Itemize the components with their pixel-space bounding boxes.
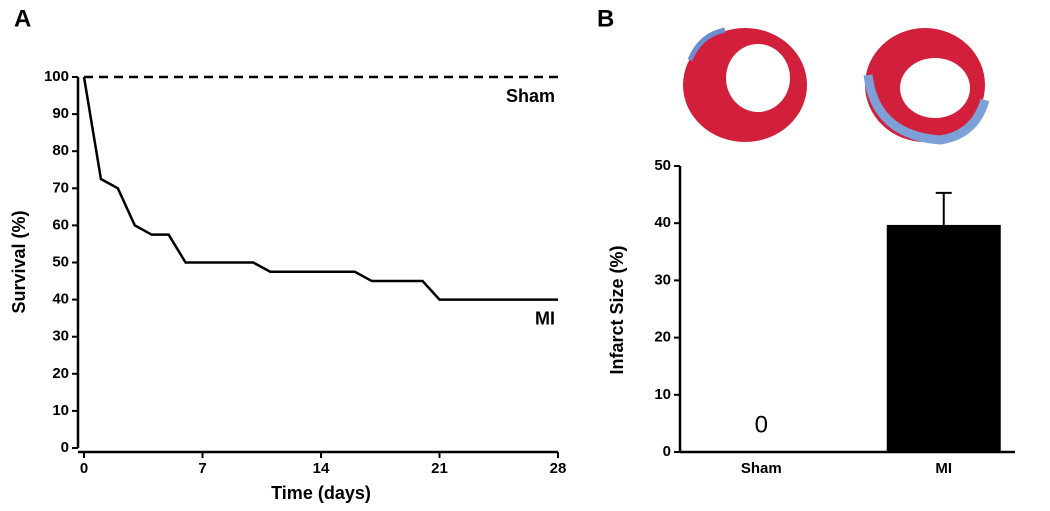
x-tick-label: MI (935, 460, 952, 477)
y-tick-label: 90 (52, 105, 69, 122)
x-tick-label: 7 (198, 460, 206, 477)
value-label: 0 (755, 411, 768, 438)
x-tick-label: 28 (550, 460, 567, 477)
y-tick-label: 30 (52, 328, 69, 345)
y-tick-label: 20 (654, 329, 671, 346)
y-axis-label: Survival (%) (9, 210, 29, 313)
y-tick-label: 40 (52, 291, 69, 308)
y-tick-label: 80 (52, 142, 69, 159)
y-tick-label: 30 (654, 271, 671, 288)
panel-label: B (597, 5, 614, 32)
y-tick-label: 10 (654, 386, 671, 403)
heart-section-image (683, 27, 807, 142)
survival-line (82, 76, 558, 301)
y-tick-label: 100 (44, 68, 69, 85)
y-tick-label: 40 (654, 214, 671, 231)
panel-label: A (14, 5, 31, 32)
y-tick-label: 70 (52, 179, 69, 196)
y-axis-label: Infarct Size (%) (607, 245, 627, 374)
x-tick-label: 0 (80, 460, 88, 477)
error-bar (935, 191, 952, 225)
y-tick-label: 0 (61, 439, 69, 456)
y-tick-label: 50 (52, 253, 69, 270)
bar (886, 224, 1001, 452)
y-tick-label: 0 (663, 443, 671, 460)
series-label: Sham (506, 86, 555, 106)
x-tick-label: 14 (313, 460, 330, 477)
x-tick-label: 21 (431, 460, 448, 477)
y-tick-label: 50 (654, 157, 671, 174)
series-label: MI (535, 308, 555, 328)
y-tick-label: 20 (52, 365, 69, 382)
x-axis-label: Time (days) (271, 483, 371, 503)
heart-section-image (863, 28, 990, 145)
y-tick-label: 10 (52, 402, 69, 419)
y-tick-label: 60 (52, 216, 69, 233)
x-tick-label: Sham (741, 460, 782, 477)
